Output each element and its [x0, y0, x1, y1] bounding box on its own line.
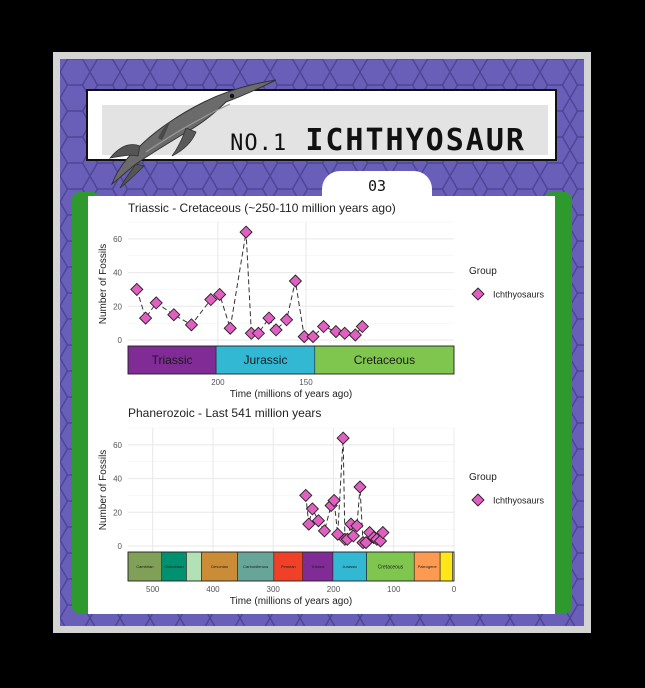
x-tick-label: 0 [452, 585, 457, 594]
series-line [136, 232, 363, 338]
x-axis-label: Time (millions of years ago) [230, 596, 352, 607]
data-point [269, 323, 283, 337]
data-point [306, 329, 320, 344]
card-number-prefix: NO.1 [230, 131, 288, 156]
y-tick-label: 20 [113, 508, 122, 517]
data-point [348, 328, 362, 342]
period-label: Cambrian [136, 564, 153, 569]
data-point [346, 529, 361, 543]
data-point [305, 502, 320, 516]
period-label: Permian [281, 564, 296, 569]
data-point [288, 274, 303, 288]
y-tick-label: 0 [118, 336, 123, 345]
data-point [212, 287, 227, 302]
legend-title: Group [469, 472, 497, 483]
period-band [302, 551, 334, 582]
charts-canvas: Triassic - Cretaceous (~250-110 million … [98, 201, 545, 607]
period-band [127, 551, 163, 582]
x-tick-label: 100 [387, 585, 401, 594]
x-axis-label: Time (millions of years ago) [230, 389, 352, 400]
data-point [204, 292, 218, 307]
x-tick-label: 200 [327, 585, 341, 594]
period-label: Ordovician [165, 564, 184, 569]
data-point [167, 308, 181, 322]
y-tick-label: 40 [113, 269, 122, 278]
title-card: NO.1 ICHTHYOSAUR [86, 89, 557, 161]
card-title: NO.1 ICHTHYOSAUR [230, 123, 526, 158]
series-line [305, 438, 384, 544]
period-band [439, 551, 453, 582]
period-band [127, 345, 217, 375]
period-label: Paleogene [418, 564, 438, 569]
data-point [329, 324, 343, 339]
y-tick-label: 0 [118, 542, 123, 551]
period-label: Triassic [311, 564, 325, 569]
data-point [262, 311, 276, 325]
data-point [138, 311, 153, 325]
legend-marker [471, 287, 485, 301]
period-band [237, 551, 275, 582]
eye [229, 93, 235, 99]
chart-title: Triassic - Cretaceous (~250-110 million … [128, 201, 396, 215]
x-tick-label: 300 [267, 585, 281, 594]
x-tick-label: 500 [146, 585, 160, 594]
data-point [327, 493, 341, 508]
period-band [366, 551, 415, 582]
data-point [338, 326, 352, 340]
data-point [299, 488, 313, 503]
period-band [314, 345, 455, 375]
data-point [336, 431, 350, 445]
data-point [311, 514, 326, 528]
data-point [302, 517, 316, 531]
period-band-outline [127, 345, 455, 375]
period-label: Jurassic [243, 353, 287, 367]
creature-name: ICHTHYOSAUR [305, 123, 526, 158]
y-tick-label: 60 [113, 441, 122, 450]
data-point [239, 225, 253, 239]
y-tick-label: 20 [113, 302, 122, 311]
y-tick-label: 40 [113, 475, 122, 484]
data-point [376, 525, 390, 540]
data-point [353, 480, 367, 494]
data-point [317, 524, 332, 538]
x-tick-label: 200 [211, 378, 225, 387]
data-point [297, 329, 311, 344]
chart-title: Phanerozoic - Last 541 million years [128, 406, 321, 420]
period-label: Triassic [152, 353, 193, 367]
period-label: Devonian [211, 564, 228, 569]
period-band [201, 551, 238, 582]
data-point [223, 321, 237, 335]
legend-title: Group [469, 266, 497, 277]
period-label: Cretaceous [378, 564, 404, 570]
y-axis-label: Number of Fossils [98, 244, 109, 325]
y-axis-label: Number of Fossils [98, 450, 109, 531]
x-tick-label: 150 [299, 378, 313, 387]
period-label: Carboniferous [243, 564, 268, 569]
data-point [251, 326, 266, 340]
period-band [215, 345, 316, 375]
title-bar: NO.1 ICHTHYOSAUR [102, 105, 548, 158]
legend-marker [471, 493, 485, 507]
data-point [359, 535, 373, 550]
period-band [186, 551, 202, 582]
x-tick-label: 400 [206, 585, 220, 594]
legend-label: Ichthyosaurs [493, 290, 545, 300]
data-point [355, 319, 370, 334]
data-point [316, 319, 331, 334]
data-point [279, 313, 294, 327]
period-band [413, 551, 441, 582]
period-label: Cretaceous [354, 353, 415, 367]
data-point [184, 318, 199, 332]
legend-label: Ichthyosaurs [493, 496, 545, 506]
card-number: 03 [367, 177, 387, 195]
data-point [130, 282, 144, 297]
ichthyosaur-illustration [109, 79, 277, 189]
data-point [149, 296, 163, 310]
data-point [350, 519, 364, 533]
period-label: Jurassic [342, 564, 357, 569]
period-band-outline [127, 551, 455, 582]
y-tick-label: 60 [113, 235, 122, 244]
period-band [332, 551, 367, 582]
chart-card: Triassic - Cretaceous (~250-110 million … [88, 196, 555, 614]
